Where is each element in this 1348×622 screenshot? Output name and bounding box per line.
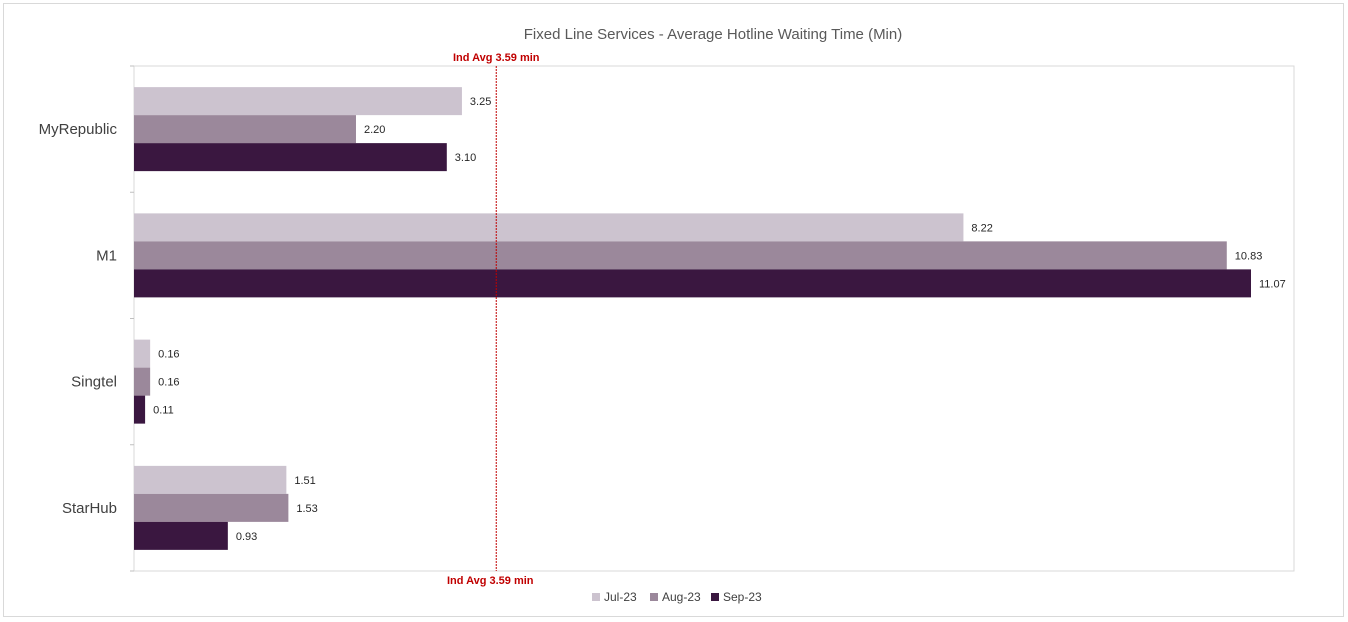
legend-swatch-aug-23	[650, 593, 658, 601]
bars-layer: 3.25 2.20 3.10 8.22 10.83 11.07 0.16 0.16 0.11 1.…	[134, 87, 1286, 550]
legend-label-sep-23: Sep-23	[723, 590, 762, 604]
data-label-singtel-sep-23: 0.11	[153, 405, 174, 417]
chart-title: Fixed Line Services - Average Hotline Wa…	[524, 26, 902, 43]
bar-singtel-jul-23	[134, 339, 151, 368]
bar-myrepublic-sep-23	[134, 143, 447, 172]
category-label-m1: M1	[96, 247, 117, 264]
legend: Jul-23 Aug-23 Sep-23	[592, 590, 762, 604]
bar-starhub-sep-23	[134, 521, 228, 550]
legend-swatch-sep-23	[711, 593, 719, 601]
data-label-m1-aug-23: 10.83	[1235, 250, 1263, 262]
data-label-singtel-aug-23: 0.16	[158, 377, 179, 389]
category-label-myrepublic: MyRepublic	[39, 121, 118, 138]
data-label-myrepublic-jul-23: 3.25	[470, 96, 491, 108]
bar-myrepublic-jul-23	[134, 87, 462, 116]
legend-label-jul-23: Jul-23	[604, 590, 637, 604]
bar-singtel-sep-23	[134, 395, 146, 424]
legend-label-aug-23: Aug-23	[662, 590, 701, 604]
data-label-starhub-jul-23: 1.51	[294, 475, 315, 487]
legend-swatch-jul-23	[592, 593, 600, 601]
data-label-m1-jul-23: 8.22	[971, 222, 992, 234]
category-label-starhub: StarHub	[62, 500, 117, 517]
bar-m1-aug-23	[134, 241, 1227, 270]
data-label-m1-sep-23: 11.07	[1259, 278, 1286, 290]
bar-starhub-jul-23	[134, 465, 287, 494]
bar-myrepublic-aug-23	[134, 115, 356, 144]
industry-average-label-bottom: Ind Avg 3.59 min	[447, 575, 534, 587]
category-axis: MyRepublic M1 Singtel StarHub	[39, 65, 134, 572]
bar-m1-jul-23	[134, 213, 964, 242]
category-label-singtel: Singtel	[71, 374, 117, 391]
bar-starhub-aug-23	[134, 493, 289, 522]
data-label-starhub-aug-23: 1.53	[296, 503, 317, 515]
reference-line-group: Ind Avg 3.59 min Ind Avg 3.59 min	[447, 52, 540, 587]
chart-frame: Fixed Line Services - Average Hotline Wa…	[3, 3, 1344, 617]
data-label-myrepublic-sep-23: 3.10	[455, 152, 476, 164]
data-label-myrepublic-aug-23: 2.20	[364, 124, 385, 136]
data-label-singtel-jul-23: 0.16	[158, 349, 179, 361]
chart-svg: Fixed Line Services - Average Hotline Wa…	[39, 26, 1295, 604]
data-label-starhub-sep-23: 0.93	[236, 531, 257, 543]
industry-average-label-top: Ind Avg 3.59 min	[453, 52, 540, 64]
bar-m1-sep-23	[134, 269, 1251, 298]
bar-singtel-aug-23	[134, 367, 151, 396]
